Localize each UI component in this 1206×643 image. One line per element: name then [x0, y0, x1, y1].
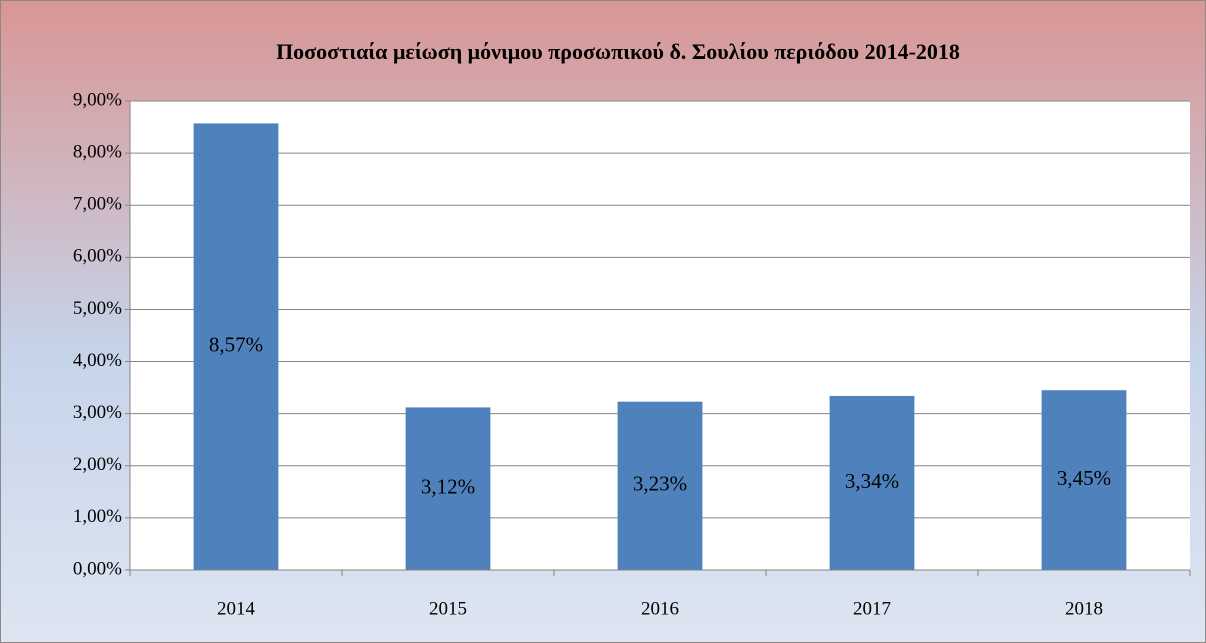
y-tick-label: 6,00%: [73, 246, 122, 267]
x-tick-label: 2014: [217, 598, 256, 619]
bar: [193, 123, 279, 570]
y-tick-label: 2,00%: [73, 454, 122, 475]
y-tick-label: 8,00%: [73, 141, 122, 162]
bar: [405, 407, 491, 570]
data-label: 3,34%: [845, 469, 899, 493]
x-tick-label: 2018: [1065, 598, 1103, 619]
bar: [829, 395, 915, 570]
y-tick-label: 7,00%: [73, 194, 122, 215]
data-label: 8,57%: [209, 333, 263, 357]
y-tick-label: 1,00%: [73, 506, 122, 527]
y-tick-label: 5,00%: [73, 298, 122, 319]
data-label: 3,12%: [421, 475, 475, 499]
chart-title: Ποσοστιαία μείωση μόνιμου προσωπικού δ. …: [276, 39, 960, 64]
y-tick-label: 0,00%: [73, 558, 122, 579]
y-tick-label: 4,00%: [73, 350, 122, 371]
x-tick-label: 2015: [429, 598, 467, 619]
bar: [1041, 390, 1127, 570]
data-label: 3,45%: [1057, 466, 1111, 490]
x-tick-label: 2016: [641, 598, 679, 619]
data-label: 3,23%: [633, 472, 687, 496]
bar: [617, 401, 703, 570]
y-tick-label: 3,00%: [73, 402, 122, 423]
y-tick-label: 9,00%: [73, 89, 122, 110]
x-tick-label: 2017: [853, 598, 891, 619]
